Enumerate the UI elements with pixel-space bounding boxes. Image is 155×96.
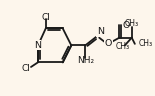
Text: CH₃: CH₃ bbox=[139, 39, 153, 48]
Text: O: O bbox=[105, 39, 112, 48]
Text: N: N bbox=[97, 27, 104, 36]
Text: N: N bbox=[34, 41, 41, 50]
Text: CH₃: CH₃ bbox=[115, 42, 130, 51]
Text: Cl: Cl bbox=[41, 13, 50, 22]
Text: CH₃: CH₃ bbox=[125, 19, 139, 28]
Text: O: O bbox=[122, 21, 130, 30]
Text: Cl: Cl bbox=[22, 64, 31, 73]
Text: NH₂: NH₂ bbox=[77, 55, 94, 65]
